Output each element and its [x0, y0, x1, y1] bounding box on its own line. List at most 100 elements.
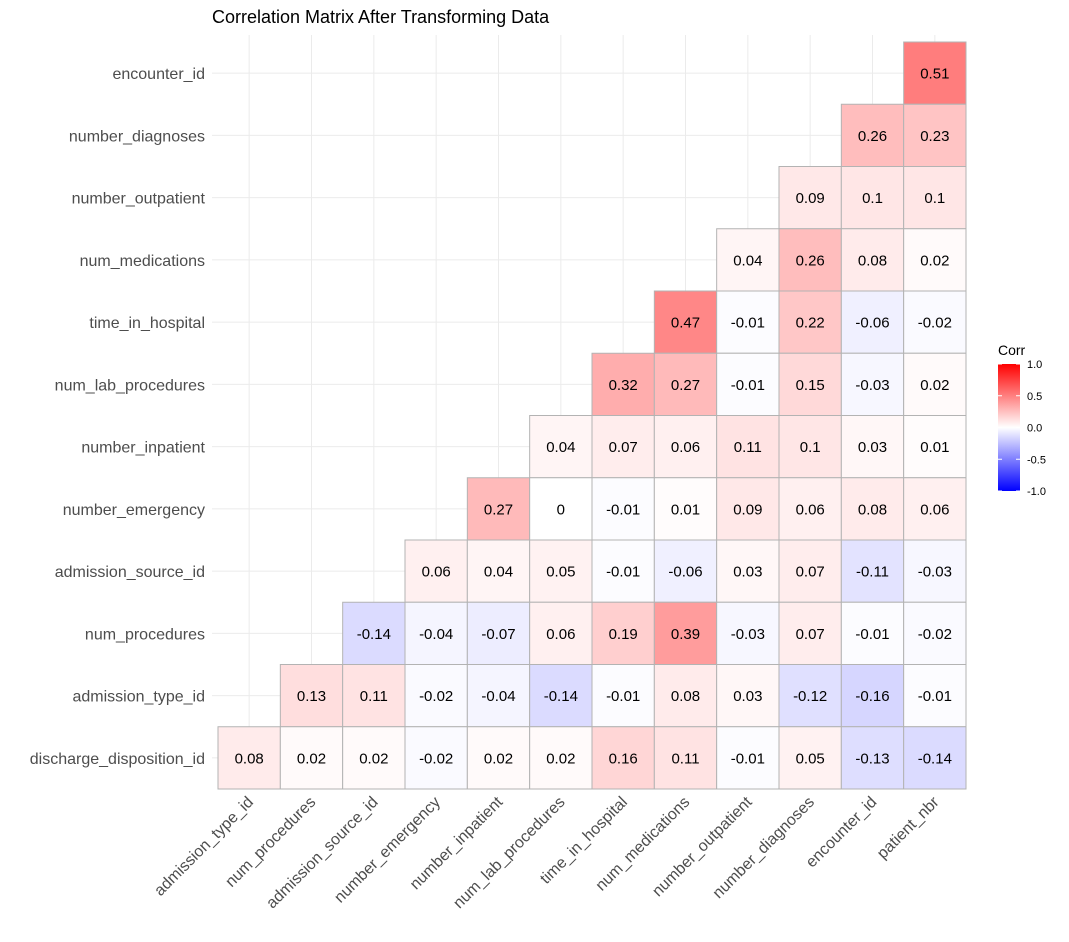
heatmap-cell: [653, 352, 718, 416]
heatmap-cell: [716, 601, 780, 665]
heatmap-cell: [903, 664, 967, 728]
heatmap-cell: [466, 601, 531, 665]
heatmap-cell: [591, 601, 655, 665]
cell-value-label: 0.02: [484, 750, 513, 767]
heatmap-cell: [903, 477, 967, 541]
heatmap-cell: [653, 415, 718, 479]
heatmap-cell: [466, 726, 531, 790]
row-label: num_procedures: [85, 626, 205, 643]
heatmap-cell: [778, 415, 842, 479]
cell-value-label: 0.11: [360, 688, 388, 705]
cell-value-label: -0.01: [918, 688, 952, 705]
heatmap-cell: [653, 664, 718, 728]
cell-value-label: -0.16: [855, 688, 889, 705]
heatmap-cell: [840, 103, 905, 167]
cell-value-label: 0.09: [733, 501, 762, 518]
cell-value-label: -0.12: [793, 688, 827, 705]
cell-value-label: 0.32: [609, 377, 638, 394]
heatmap-cell: [217, 726, 281, 790]
heatmap-cells: 0.51 0.26 0.23 0.09 0.1 0.1 0.04 0.26 0.08 0.02 0.…: [217, 41, 967, 790]
heatmap-cell: [404, 664, 468, 728]
cell-value-label: -0.07: [481, 626, 515, 643]
cell-value-label: 0.03: [733, 564, 762, 581]
cell-value-label: -0.14: [918, 750, 952, 767]
cell-value-label: 0.27: [484, 501, 513, 518]
column-label: number_emergency: [331, 794, 444, 907]
cell-value-label: -0.03: [731, 626, 765, 643]
heatmap-cell: [840, 726, 905, 790]
heatmap-cell: [903, 290, 967, 354]
heatmap-cell: [716, 352, 780, 416]
cell-value-label: 0.02: [359, 750, 388, 767]
heatmap-cell: [903, 601, 967, 665]
cell-value-label: -0.01: [731, 315, 765, 332]
heatmap-cell: [653, 539, 718, 603]
heatmap-cell: [778, 228, 842, 292]
cell-value-label: 0.01: [920, 439, 949, 456]
heatmap-cell: [903, 539, 967, 603]
heatmap-cell: [778, 166, 842, 230]
legend-tick-label: -0.5: [1027, 454, 1046, 466]
cell-value-label: 0.19: [609, 626, 638, 643]
cell-value-label: 0.02: [546, 750, 575, 767]
heatmap-cell: [778, 352, 842, 416]
cell-value-label: 0.16: [609, 750, 638, 767]
heatmap-cell: [716, 228, 780, 292]
cell-value-label: 0.1: [862, 190, 883, 207]
heatmap-cell: [903, 166, 967, 230]
cell-value-label: -0.04: [419, 626, 453, 643]
heatmap-cell: [778, 601, 842, 665]
cell-value-label: 0.11: [734, 439, 762, 456]
heatmap-cell: [903, 228, 967, 292]
cell-value-label: 0.06: [796, 501, 825, 518]
heatmap-cell: [653, 601, 718, 665]
row-label: num_medications: [80, 253, 205, 270]
cell-value-label: 0.1: [924, 190, 945, 207]
row-label: number_emergency: [63, 502, 205, 519]
row-labels: encounter_id number_diagnoses number_outpa…: [30, 66, 206, 768]
cell-value-label: 0.02: [920, 252, 949, 269]
row-label: time_in_hospital: [89, 315, 205, 332]
heatmap-cell: [591, 726, 655, 790]
cell-value-label: -0.02: [918, 626, 952, 643]
row-label: discharge_disposition_id: [30, 751, 205, 768]
cell-value-label: 0.1: [800, 439, 821, 456]
legend-title: Corr: [998, 342, 1026, 358]
cell-value-label: 0.01: [671, 501, 700, 518]
cell-value-label: 0.22: [796, 315, 825, 332]
cell-value-label: 0.02: [297, 750, 326, 767]
cell-value-label: 0.08: [858, 501, 887, 518]
heatmap-cell: [466, 664, 531, 728]
row-label: admission_source_id: [55, 564, 205, 581]
heatmap-cell: [716, 477, 780, 541]
heatmap-cell: [840, 290, 905, 354]
row-label: admission_type_id: [72, 689, 205, 706]
cell-value-label: -0.11: [856, 564, 889, 581]
cell-value-label: 0.04: [484, 564, 513, 581]
cell-value-label: 0: [557, 501, 565, 518]
heatmap-cell: [716, 290, 780, 354]
heatmap-cell: [529, 477, 593, 541]
heatmap-cell: [778, 539, 842, 603]
heatmap-cell: [591, 352, 655, 416]
cell-value-label: -0.06: [855, 315, 889, 332]
cell-value-label: -0.13: [855, 750, 889, 767]
cell-value-label: -0.01: [731, 750, 765, 767]
cell-value-label: 0.04: [733, 252, 762, 269]
heatmap-cell: [404, 726, 468, 790]
heatmap-cell: [342, 664, 406, 728]
heatmap-cell: [466, 477, 531, 541]
heatmap-cell: [404, 601, 468, 665]
cell-value-label: 0.15: [796, 377, 825, 394]
heatmap-cell: [778, 477, 842, 541]
row-label: number_outpatient: [72, 191, 206, 208]
cell-value-label: -0.03: [855, 377, 889, 394]
heatmap-cell: [529, 539, 593, 603]
cell-value-label: 0.02: [920, 377, 949, 394]
column-labels: admission_type_idnum_proceduresadmission…: [151, 793, 943, 912]
heatmap-cell: [716, 726, 780, 790]
heatmap-cell: [529, 726, 593, 790]
cell-value-label: 0.39: [671, 626, 700, 643]
cell-value-label: 0.07: [609, 439, 638, 456]
cell-value-label: 0.13: [297, 688, 326, 705]
